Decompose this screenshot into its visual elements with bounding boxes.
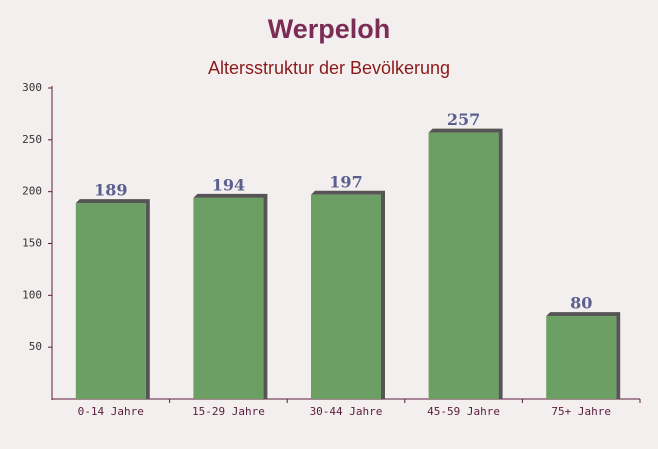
chart-subtitle: Altersstruktur der Bevölkerung (208, 58, 450, 78)
y-tick-label: 150 (22, 237, 42, 250)
value-label: 257 (447, 110, 480, 129)
x-tick-label: 0-14 Jahre (78, 405, 144, 418)
y-tick-label: 250 (22, 133, 42, 146)
y-tick-label: 200 (22, 185, 42, 198)
y-tick-label: 100 (22, 288, 42, 301)
x-tick-label: 75+ Jahre (551, 405, 611, 418)
value-label: 194 (212, 175, 245, 194)
y-tick-label: 300 (22, 81, 42, 94)
bar (193, 197, 264, 399)
value-label: 189 (94, 181, 127, 200)
x-tick-label: 30-44 Jahre (310, 405, 383, 418)
x-tick-label: 45-59 Jahre (427, 405, 500, 418)
value-label: 80 (570, 294, 592, 313)
bar (311, 194, 381, 399)
value-label: 197 (329, 172, 362, 191)
x-tick-label: 15-29 Jahre (192, 405, 265, 418)
bar (75, 203, 146, 399)
bar (546, 316, 617, 399)
chart-title: Werpeloh (268, 14, 391, 44)
bar (428, 132, 499, 399)
y-tick-label: 50 (29, 340, 42, 353)
